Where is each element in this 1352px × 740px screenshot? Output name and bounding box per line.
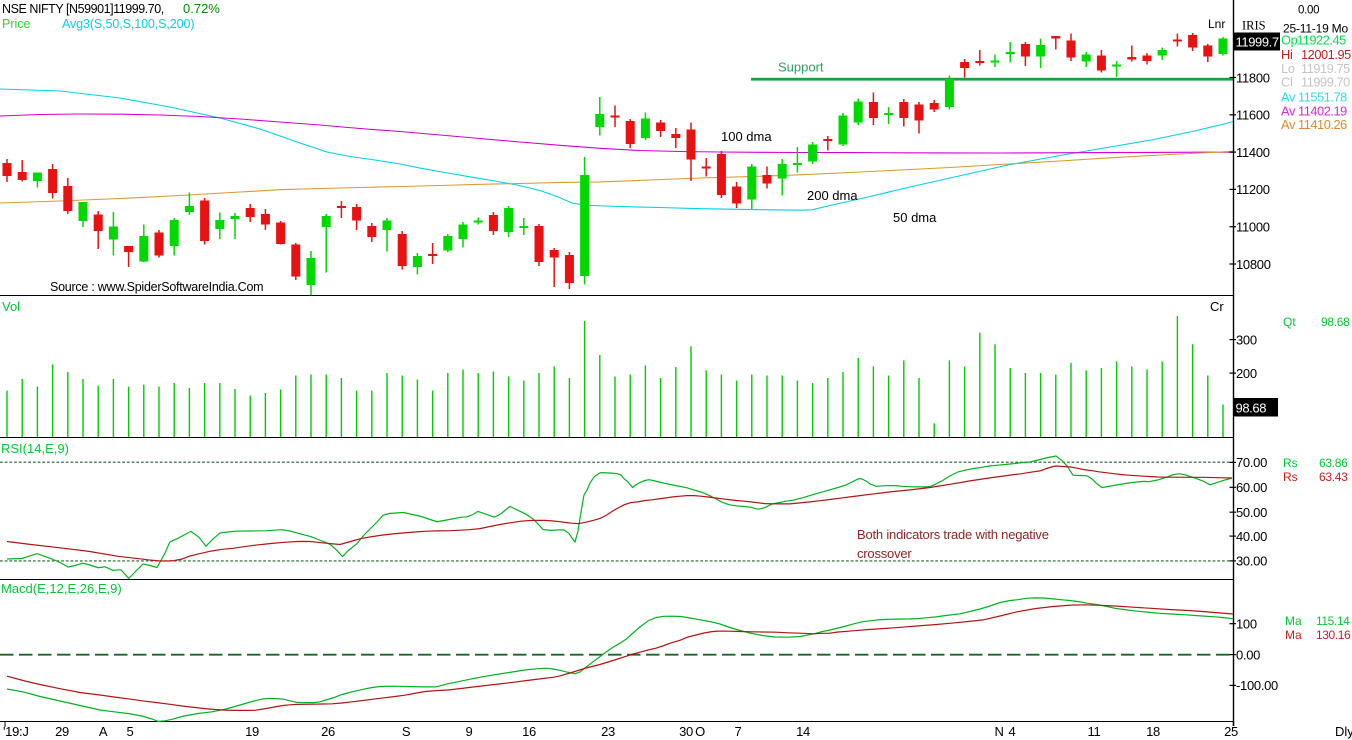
svg-text:29: 29 <box>55 724 69 739</box>
svg-text:Av: Av <box>1281 117 1296 132</box>
svg-text:9: 9 <box>466 724 473 739</box>
svg-text:14: 14 <box>796 724 810 739</box>
svg-text:Price: Price <box>2 17 31 31</box>
svg-text:11999.70: 11999.70 <box>1301 75 1350 90</box>
svg-text:26: 26 <box>321 724 335 739</box>
svg-text:Qt: Qt <box>1283 315 1296 329</box>
svg-text:Cl: Cl <box>1281 75 1293 90</box>
svg-text:40.00: 40.00 <box>1236 529 1267 544</box>
svg-text:Macd(E,12,E,26,E,9): Macd(E,12,E,26,E,9) <box>1 581 122 596</box>
svg-text:23: 23 <box>601 724 615 739</box>
svg-text:Av: Av <box>1281 90 1296 105</box>
svg-text:IRIS: IRIS <box>1242 19 1266 33</box>
svg-text:0.00: 0.00 <box>1298 5 1319 17</box>
svg-text:crossover: crossover <box>857 546 912 561</box>
svg-text:NSE NIFTY [N59901]11999.70,: NSE NIFTY [N59901]11999.70, <box>2 2 164 16</box>
svg-text:50.00: 50.00 <box>1236 505 1267 520</box>
svg-text:7: 7 <box>735 724 742 739</box>
svg-text:115.14: 115.14 <box>1316 614 1350 628</box>
svg-text:Avg3(S,50,S,100,S,200): Avg3(S,50,S,100,S,200) <box>62 17 194 31</box>
svg-text:100 dma: 100 dma <box>721 129 772 144</box>
svg-text:25: 25 <box>1224 724 1238 739</box>
svg-text:70.00: 70.00 <box>1236 455 1267 470</box>
svg-text:11919.75: 11919.75 <box>1301 61 1350 76</box>
svg-text:O: O <box>695 724 705 739</box>
svg-text:Support: Support <box>778 60 824 75</box>
svg-text:A: A <box>99 724 108 739</box>
svg-text:Lnr: Lnr <box>1208 17 1225 31</box>
svg-text:Both indicators trade with neg: Both indicators trade with negative <box>857 527 1049 542</box>
svg-text:11922.45: 11922.45 <box>1297 33 1346 48</box>
svg-text:S: S <box>402 724 411 739</box>
svg-text:11200: 11200 <box>1236 182 1270 197</box>
svg-text:Rs: Rs <box>1283 456 1298 470</box>
svg-text:11000: 11000 <box>1236 220 1270 235</box>
svg-text:25-11-19 Mo: 25-11-19 Mo <box>1283 22 1348 36</box>
svg-text:63.43: 63.43 <box>1319 470 1348 484</box>
svg-text:11551.78: 11551.78 <box>1298 90 1347 105</box>
svg-text:N: N <box>994 724 1003 739</box>
svg-text:11402.19: 11402.19 <box>1298 104 1347 119</box>
svg-text:19: 19 <box>245 724 259 739</box>
svg-text:30: 30 <box>679 724 693 739</box>
svg-text:18: 18 <box>1146 724 1160 739</box>
svg-text:50 dma: 50 dma <box>893 210 937 225</box>
svg-text:11: 11 <box>1088 724 1101 739</box>
svg-text:Source : www.SpiderSoftwareInd: Source : www.SpiderSoftwareIndia.Com <box>50 280 263 294</box>
svg-text:98.68: 98.68 <box>1236 401 1267 416</box>
svg-text:200 dma: 200 dma <box>807 188 858 203</box>
svg-text:5: 5 <box>127 724 134 739</box>
svg-text:11410.26: 11410.26 <box>1298 117 1347 132</box>
svg-text:11999.7: 11999.7 <box>1236 35 1279 50</box>
svg-text:11800: 11800 <box>1236 70 1270 85</box>
svg-text:16: 16 <box>522 724 536 739</box>
svg-text:'19:J: '19:J <box>3 724 29 739</box>
svg-text:12001.95: 12001.95 <box>1301 47 1351 62</box>
svg-text:0.72%: 0.72% <box>183 1 220 16</box>
svg-text:200: 200 <box>1236 366 1257 381</box>
svg-text:Av: Av <box>1281 104 1296 119</box>
svg-text:11400: 11400 <box>1236 145 1270 160</box>
svg-text:100: 100 <box>1236 617 1257 632</box>
svg-text:63.86: 63.86 <box>1319 456 1348 470</box>
svg-text:Op: Op <box>1281 33 1298 48</box>
svg-text:Ma: Ma <box>1285 628 1302 642</box>
svg-text:60.00: 60.00 <box>1236 480 1267 495</box>
svg-text:RSI(14,E,9): RSI(14,E,9) <box>1 441 69 456</box>
svg-text:Vol: Vol <box>2 299 20 314</box>
svg-text:98.68: 98.68 <box>1321 315 1350 329</box>
svg-text:4: 4 <box>1009 724 1016 739</box>
svg-text:-100.00: -100.00 <box>1236 678 1278 693</box>
svg-text:Rs: Rs <box>1283 470 1298 484</box>
svg-text:Cr: Cr <box>1210 299 1224 314</box>
svg-text:Ma: Ma <box>1285 614 1302 628</box>
svg-text:30.00: 30.00 <box>1236 554 1267 569</box>
svg-text:Lo: Lo <box>1281 61 1295 76</box>
svg-text:130.16: 130.16 <box>1316 628 1351 642</box>
svg-text:11600: 11600 <box>1236 108 1270 123</box>
svg-text:Dly: Dly <box>1335 724 1352 739</box>
svg-text:0.00: 0.00 <box>1236 647 1260 662</box>
svg-text:10800: 10800 <box>1236 257 1271 272</box>
svg-text:Hi: Hi <box>1281 47 1293 62</box>
svg-text:300: 300 <box>1236 332 1257 347</box>
